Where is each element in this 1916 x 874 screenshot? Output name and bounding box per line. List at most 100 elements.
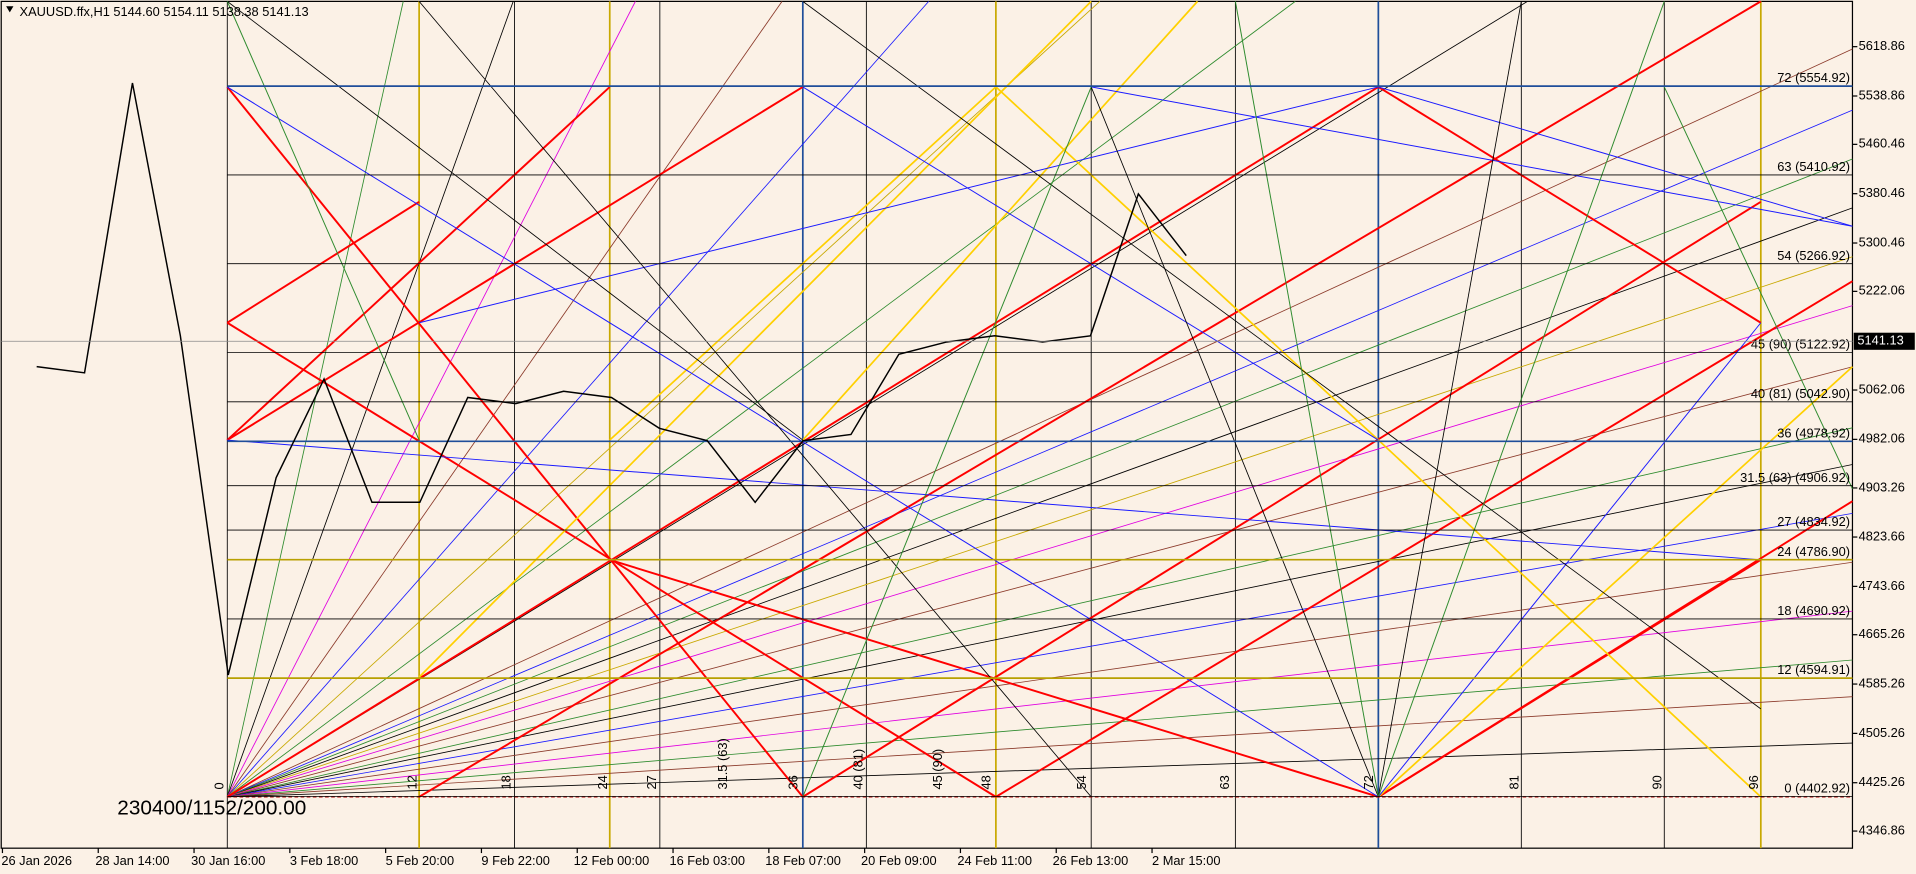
x-tick-label: 24 Feb 11:00 (957, 853, 1032, 868)
y-tick-label: 4982.06 (1859, 431, 1905, 446)
x-tick-label: 18 Feb 07:00 (765, 853, 841, 868)
gann-line (227, 561, 1853, 798)
last-price-label: 5141.13 (1857, 333, 1903, 348)
x-tick-label: 26 Jan 2026 (1, 853, 72, 868)
gann-line (227, 109, 1853, 798)
gann-line (1234, 1, 1379, 797)
y-tick-label: 4903.26 (1859, 479, 1905, 494)
price-line (36, 82, 1187, 676)
gann-line (226, 200, 420, 324)
level-label: 36 (4978.92) (1777, 425, 1850, 440)
gann-line (418, 0, 1092, 678)
y-tick-label: 5222.06 (1859, 283, 1905, 298)
gann-line (802, 1, 1762, 710)
gann-line (1377, 1, 1522, 797)
gann-line (227, 305, 1853, 798)
plot-frame (0, 0, 1854, 849)
level-label: 40 (81) (5042.90) (1751, 386, 1850, 401)
time-label: 18 (498, 775, 513, 789)
y-tick-label: 4346.86 (1859, 822, 1905, 837)
gann-line (226, 1, 514, 798)
chart-title: XAUUSD.ffx,H1 5144.60 5154.11 5138.38 51… (20, 4, 309, 19)
time-label: 81 (1507, 775, 1522, 789)
time-label: 63 (1217, 775, 1232, 789)
time-label: 45 (90) (930, 749, 945, 790)
gann-line (1663, 86, 1853, 490)
gann-line (226, 1, 420, 441)
y-tick-label: 4585.26 (1859, 675, 1905, 690)
y-tick-label: 4823.66 (1859, 528, 1905, 543)
y-tick-label: 5460.46 (1859, 136, 1905, 151)
gann-line (1377, 366, 1854, 798)
x-tick-label: 5 Feb 20:00 (386, 853, 454, 868)
gann-line (227, 158, 1853, 798)
time-label: 40 (81) (850, 749, 865, 790)
time-label: 36 (786, 775, 801, 789)
gann-line (802, 200, 1762, 798)
x-tick-label: 30 Jan 16:00 (191, 853, 265, 868)
level-label: 27 (4834.92) (1777, 514, 1850, 529)
gann-line (226, 1, 783, 798)
level-label: 18 (4690.92) (1777, 603, 1850, 618)
time-label: 90 (1650, 775, 1665, 789)
y-tick-label: 5062.06 (1859, 381, 1905, 396)
time-label: 96 (1746, 775, 1761, 789)
level-label: 31.5 (63) (4906.92) (1740, 470, 1850, 485)
gann-line (1377, 1, 1665, 798)
gann-line (227, 1, 1296, 798)
gann-line (226, 1, 1101, 798)
gann-line (419, 86, 1379, 324)
gann-line (1091, 86, 1853, 227)
gann-line (226, 1, 404, 797)
x-tick-label: 16 Feb 03:00 (669, 853, 745, 868)
time-label: 72 (1361, 775, 1376, 789)
y-tick-label: 4425.26 (1859, 774, 1905, 789)
scale-text: 230400/1152/200.00 (117, 797, 306, 820)
time-label: 24 (595, 775, 610, 789)
gann-line (802, 0, 1199, 441)
level-label: 72 (5554.92) (1777, 70, 1850, 85)
level-label: 63 (5410.92) (1777, 159, 1850, 174)
x-tick-label: 26 Feb 13:00 (1053, 853, 1129, 868)
y-tick-label: 5300.46 (1859, 234, 1905, 249)
time-label: 48 (979, 775, 994, 789)
gann-line (227, 256, 1853, 798)
time-label: 12 (404, 775, 419, 789)
gann-line (227, 1, 804, 441)
gann-line (227, 366, 1853, 798)
gann-line (227, 427, 1853, 798)
level-label: 45 (90) (5122.92) (1751, 337, 1850, 352)
y-tick-label: 4665.26 (1859, 626, 1905, 641)
x-tick-label: 3 Feb 18:00 (290, 853, 358, 868)
x-tick-label: 28 Jan 14:00 (95, 853, 169, 868)
gann-line (227, 464, 1853, 798)
gann-line (227, 48, 1853, 798)
y-tick-label: 5538.86 (1859, 87, 1905, 102)
gann-line (227, 659, 1853, 798)
y-tick-label: 4743.66 (1859, 578, 1905, 593)
gann-line (1378, 86, 1853, 227)
gann-line (226, 1, 929, 798)
level-label: 12 (4594.91) (1777, 662, 1850, 677)
gann-line (227, 439, 1761, 561)
level-label: 0 (4402.92) (1784, 781, 1850, 796)
menu-arrow[interactable] (6, 6, 14, 13)
gann-line (1377, 86, 1762, 324)
time-label: 31.5 (63) (715, 738, 730, 789)
gann-line (227, 610, 1853, 798)
gann-line (1377, 439, 1762, 798)
gann-line (227, 207, 1853, 798)
gann-line (227, 696, 1853, 798)
gann-line (226, 1, 636, 798)
last-price-box (1853, 332, 1915, 350)
level-label: 54 (5266.92) (1777, 248, 1850, 263)
time-label: 0 (211, 782, 226, 789)
y-tick-label: 4505.26 (1859, 725, 1905, 740)
y-tick-label: 5380.46 (1859, 185, 1905, 200)
level-label: 24 (4786.90) (1777, 544, 1850, 559)
marks: 4346.86 4425.26 4505.26 4585.26 4665.26 4743.… (1, 38, 1915, 868)
x-tick-label: 20 Feb 09:00 (861, 853, 937, 868)
time-label: 27 (644, 775, 659, 789)
